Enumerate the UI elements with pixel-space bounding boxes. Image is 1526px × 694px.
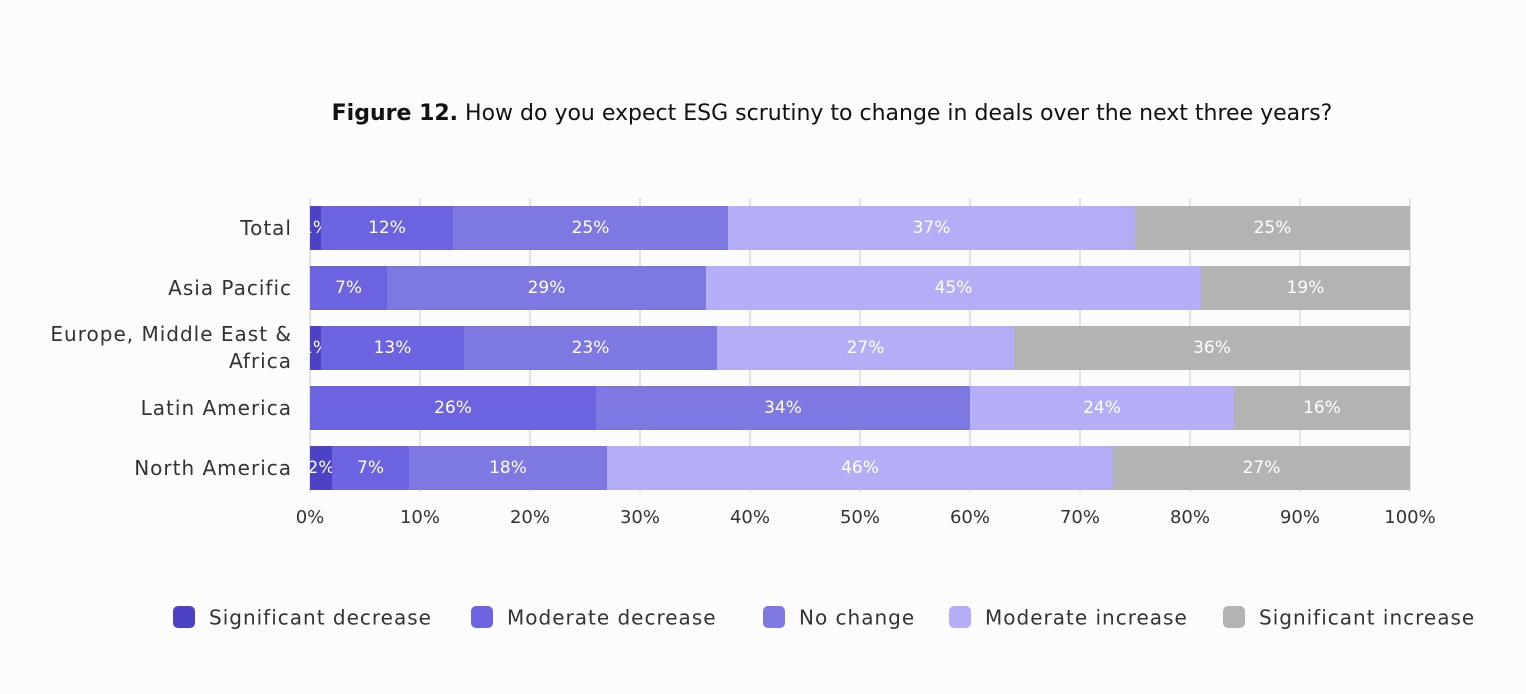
value-label: 7% (357, 458, 384, 478)
bar-segment (310, 446, 332, 490)
value-label: 34% (764, 398, 802, 418)
x-tick-label: 50% (840, 507, 880, 528)
value-label: 27% (847, 338, 885, 358)
value-label: 23% (572, 338, 610, 358)
x-tick-label: 80% (1170, 507, 1210, 528)
legend-label: No change (799, 606, 915, 630)
y-tick-label: Asia Pacific (168, 275, 292, 300)
legend-swatch (1223, 606, 1245, 628)
bar-segment (717, 326, 1014, 370)
value-label: 13% (374, 338, 412, 358)
value-label: 19% (1287, 278, 1325, 298)
legend-swatch (949, 606, 971, 628)
bar-segment (728, 206, 1135, 250)
bar-segment (1201, 266, 1410, 310)
bar-segment (970, 386, 1234, 430)
y-tick-label: Total (240, 215, 292, 240)
value-label: 46% (841, 458, 879, 478)
y-tick-label: North America (134, 455, 292, 480)
x-tick-label: 40% (730, 507, 770, 528)
legend-label: Significant increase (1259, 606, 1475, 630)
bar-segment (310, 266, 387, 310)
value-label: 12% (368, 218, 406, 238)
x-tick-label: 10% (400, 507, 440, 528)
legend-swatch (471, 606, 493, 628)
y-tick-label: Europe, Middle East & Africa (50, 322, 292, 373)
bar-segment (332, 446, 409, 490)
bar-segment (453, 206, 728, 250)
value-label: 24% (1083, 398, 1121, 418)
bar-segment (310, 206, 321, 250)
x-tick-label: 90% (1280, 507, 1320, 528)
bar-segment (409, 446, 607, 490)
legend-label: Moderate decrease (507, 606, 717, 630)
bar-segment (464, 326, 717, 370)
bar-segment (706, 266, 1201, 310)
value-label: 7% (335, 278, 362, 298)
x-tick-label: 70% (1060, 507, 1100, 528)
title-prefix: Figure 12. (332, 101, 458, 126)
x-tick-label: 30% (620, 507, 660, 528)
bar-segment (596, 386, 970, 430)
bar-segment (1234, 386, 1410, 430)
bar-segment (1113, 446, 1410, 490)
value-label: 25% (572, 218, 610, 238)
x-tick-label: 100% (1384, 507, 1435, 528)
y-tick-label: Latin America (140, 395, 292, 420)
x-tick-label: 60% (950, 507, 990, 528)
value-label: 16% (1303, 398, 1341, 418)
legend-label: Significant decrease (209, 606, 432, 630)
bar-segment (1014, 326, 1410, 370)
bar-segment (1135, 206, 1410, 250)
value-label: 18% (489, 458, 527, 478)
chart-title: Figure 12. How do you expect ESG scrutin… (332, 101, 1333, 126)
value-label: 37% (913, 218, 951, 238)
bar-segment (607, 446, 1113, 490)
legend-swatch (173, 606, 195, 628)
value-label: 29% (528, 278, 566, 298)
value-label: 2% (308, 458, 335, 478)
value-label: 25% (1254, 218, 1292, 238)
bar-segment (310, 326, 321, 370)
value-label: 26% (434, 398, 472, 418)
bar-segment (321, 326, 464, 370)
legend-label: Moderate increase (985, 606, 1188, 630)
value-label: 27% (1243, 458, 1281, 478)
bar-segment (321, 206, 453, 250)
bar-segment (310, 386, 596, 430)
value-label: 45% (935, 278, 973, 298)
x-tick-label: 0% (296, 507, 325, 528)
value-label: 36% (1193, 338, 1231, 358)
title-text: How do you expect ESG scrutiny to change… (465, 101, 1332, 126)
x-tick-label: 20% (510, 507, 550, 528)
bar-segment (387, 266, 706, 310)
legend-swatch (763, 606, 785, 628)
